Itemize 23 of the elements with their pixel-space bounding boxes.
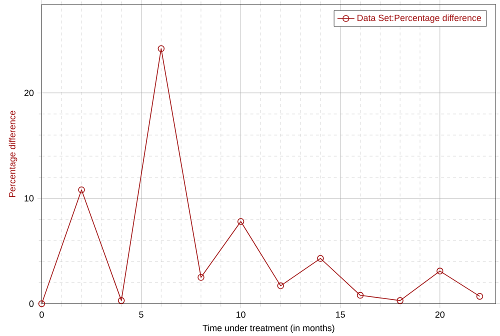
- x-tick-label: 10: [236, 311, 246, 318]
- point: [78, 186, 85, 194]
- x-tick-label: 5: [139, 311, 144, 318]
- point: [158, 45, 165, 52]
- x-axis-title: Time under treatment (in months): [202, 324, 334, 333]
- point: [38, 300, 46, 307]
- point: [118, 297, 125, 304]
- point: [237, 218, 244, 225]
- point: [476, 292, 484, 300]
- x-tick-label: 0: [40, 311, 44, 318]
- y-axis-title: Percentage difference: [8, 110, 18, 197]
- point: [436, 268, 444, 274]
- x-tick-label: 15: [336, 311, 345, 318]
- point: [277, 282, 284, 290]
- legend-label: Data Set:Percentage difference: [358, 14, 482, 23]
- point: [396, 297, 404, 304]
- y-tick-label: 0: [29, 300, 34, 307]
- y-tick-label: 20: [24, 90, 34, 96]
- point: [317, 254, 324, 262]
- x-tick-label: 20: [435, 311, 445, 318]
- y-tick-label: 10: [24, 195, 34, 202]
- point: [356, 292, 364, 299]
- point: [198, 274, 204, 281]
